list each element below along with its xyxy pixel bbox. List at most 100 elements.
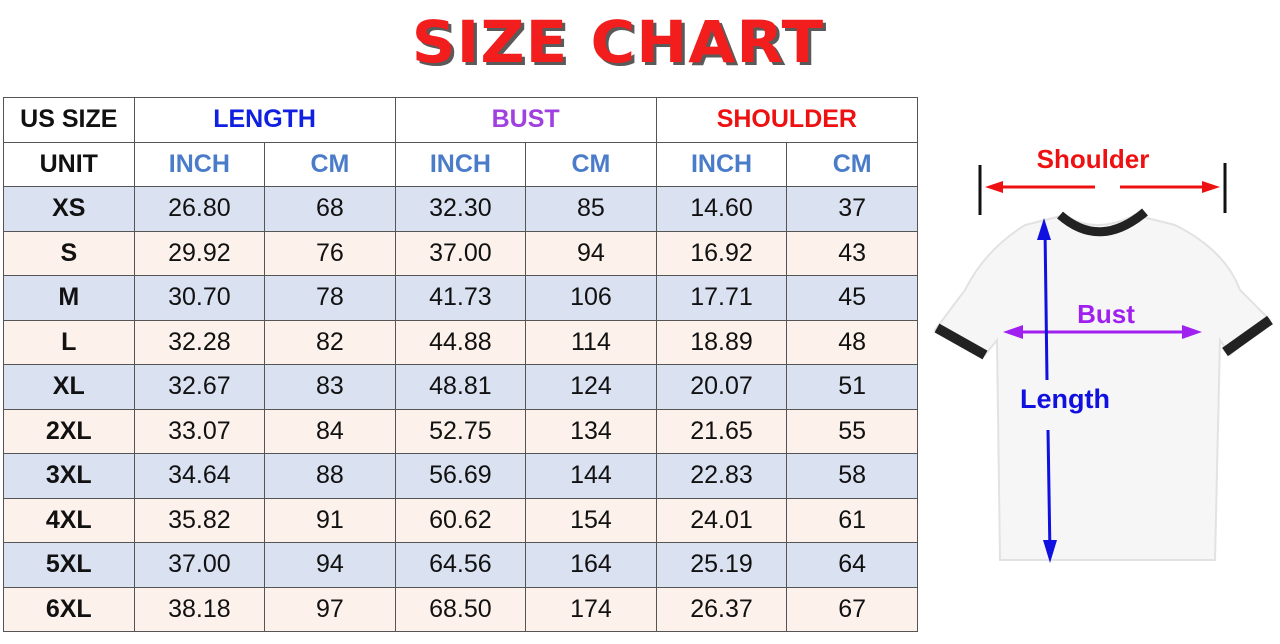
shoulder-header: SHOULDER <box>655 97 919 143</box>
value-cell: 16.92 <box>655 230 788 276</box>
size-cell: L <box>3 319 135 365</box>
value-cell: 17.71 <box>655 275 788 321</box>
value-cell: 56.69 <box>394 453 527 499</box>
table-row: 5XL 37.00 94 64.56 164 25.19 64 <box>3 542 918 588</box>
value-cell: 29.92 <box>133 230 266 276</box>
table-row: M 30.70 78 41.73 106 17.71 45 <box>3 275 918 321</box>
size-cell: 6XL <box>3 586 135 632</box>
table-row: 4XL 35.82 91 60.62 154 24.01 61 <box>3 497 918 543</box>
value-cell: 94 <box>525 230 657 276</box>
size-cell: XS <box>3 186 135 232</box>
length-label: Length <box>1020 384 1110 414</box>
table-row: L 32.28 82 44.88 114 18.89 48 <box>3 319 918 365</box>
value-cell: 37.00 <box>394 230 527 276</box>
size-cell: 4XL <box>3 497 135 543</box>
table-row: XS 26.80 68 32.30 85 14.60 37 <box>3 186 918 232</box>
size-cell: M <box>3 275 135 321</box>
unit-cell: INCH <box>655 141 788 187</box>
value-cell: 33.07 <box>133 408 266 454</box>
unit-header-row: UNIT INCH CM INCH CM INCH CM <box>3 141 918 187</box>
value-cell: 55 <box>786 408 918 454</box>
size-cell: S <box>3 230 135 276</box>
value-cell: 22.83 <box>655 453 788 499</box>
value-cell: 61 <box>786 497 918 543</box>
length-arrow <box>1037 218 1057 563</box>
value-cell: 134 <box>525 408 657 454</box>
value-cell: 124 <box>525 364 657 410</box>
value-cell: 84 <box>264 408 396 454</box>
value-cell: 114 <box>525 319 657 365</box>
value-cell: 48.81 <box>394 364 527 410</box>
value-cell: 67 <box>786 586 918 632</box>
value-cell: 58 <box>786 453 918 499</box>
table-row: 6XL 38.18 97 68.50 174 26.37 67 <box>3 586 918 632</box>
length-header: LENGTH <box>133 97 396 143</box>
unit-cell: INCH <box>133 141 266 187</box>
value-cell: 164 <box>525 542 657 588</box>
value-cell: 48 <box>786 319 918 365</box>
value-cell: 144 <box>525 453 657 499</box>
value-cell: 26.80 <box>133 186 266 232</box>
size-header: US SIZE <box>3 97 135 143</box>
value-cell: 38.18 <box>133 586 266 632</box>
value-cell: 76 <box>264 230 396 276</box>
value-cell: 94 <box>264 542 396 588</box>
tshirt-diagram: Shoulder Bust Length <box>933 144 1273 563</box>
value-cell: 85 <box>525 186 657 232</box>
value-cell: 14.60 <box>655 186 788 232</box>
value-cell: 37 <box>786 186 918 232</box>
size-cell: 5XL <box>3 542 135 588</box>
size-cell: 3XL <box>3 453 135 499</box>
value-cell: 174 <box>525 586 657 632</box>
value-cell: 35.82 <box>133 497 266 543</box>
table-row: 3XL 34.64 88 56.69 144 22.83 58 <box>3 453 918 499</box>
value-cell: 154 <box>525 497 657 543</box>
value-cell: 91 <box>264 497 396 543</box>
value-cell: 45 <box>786 275 918 321</box>
bust-arrow <box>1003 325 1202 339</box>
value-cell: 43 <box>786 230 918 276</box>
size-cell: XL <box>3 364 135 410</box>
value-cell: 68 <box>264 186 396 232</box>
value-cell: 21.65 <box>655 408 788 454</box>
value-cell: 37.00 <box>133 542 266 588</box>
value-cell: 26.37 <box>655 586 788 632</box>
value-cell: 78 <box>264 275 396 321</box>
value-cell: 41.73 <box>394 275 527 321</box>
bust-label: Bust <box>1077 299 1135 329</box>
value-cell: 25.19 <box>655 542 788 588</box>
table-row: S 29.92 76 37.00 94 16.92 43 <box>3 230 918 276</box>
value-cell: 106 <box>525 275 657 321</box>
value-cell: 68.50 <box>394 586 527 632</box>
value-cell: 32.28 <box>133 319 266 365</box>
size-table: US SIZE LENGTH BUST SHOULDER UNIT INCH C… <box>3 97 919 632</box>
bust-header: BUST <box>394 97 657 143</box>
value-cell: 51 <box>786 364 918 410</box>
value-cell: 83 <box>264 364 396 410</box>
unit-cell: CM <box>264 141 396 187</box>
value-cell: 30.70 <box>133 275 266 321</box>
value-cell: 32.67 <box>133 364 266 410</box>
unit-cell: INCH <box>394 141 527 187</box>
value-cell: 34.64 <box>133 453 266 499</box>
size-cell: 2XL <box>3 408 135 454</box>
value-cell: 64.56 <box>394 542 527 588</box>
unit-cell: CM <box>525 141 657 187</box>
unit-cell: CM <box>786 141 918 187</box>
tshirt-icon <box>933 208 1273 561</box>
page-title: SIZE CHART <box>411 8 825 76</box>
value-cell: 82 <box>264 319 396 365</box>
shoulder-arrow <box>978 163 1227 215</box>
value-cell: 52.75 <box>394 408 527 454</box>
value-cell: 44.88 <box>394 319 527 365</box>
value-cell: 97 <box>264 586 396 632</box>
value-cell: 64 <box>786 542 918 588</box>
value-cell: 32.30 <box>394 186 527 232</box>
value-cell: 60.62 <box>394 497 527 543</box>
value-cell: 88 <box>264 453 396 499</box>
table-row: 2XL 33.07 84 52.75 134 21.65 55 <box>3 408 918 454</box>
value-cell: 24.01 <box>655 497 788 543</box>
shoulder-label: Shoulder <box>1037 144 1150 174</box>
table-row: XL 32.67 83 48.81 124 20.07 51 <box>3 364 918 410</box>
group-header-row: US SIZE LENGTH BUST SHOULDER <box>3 97 919 143</box>
